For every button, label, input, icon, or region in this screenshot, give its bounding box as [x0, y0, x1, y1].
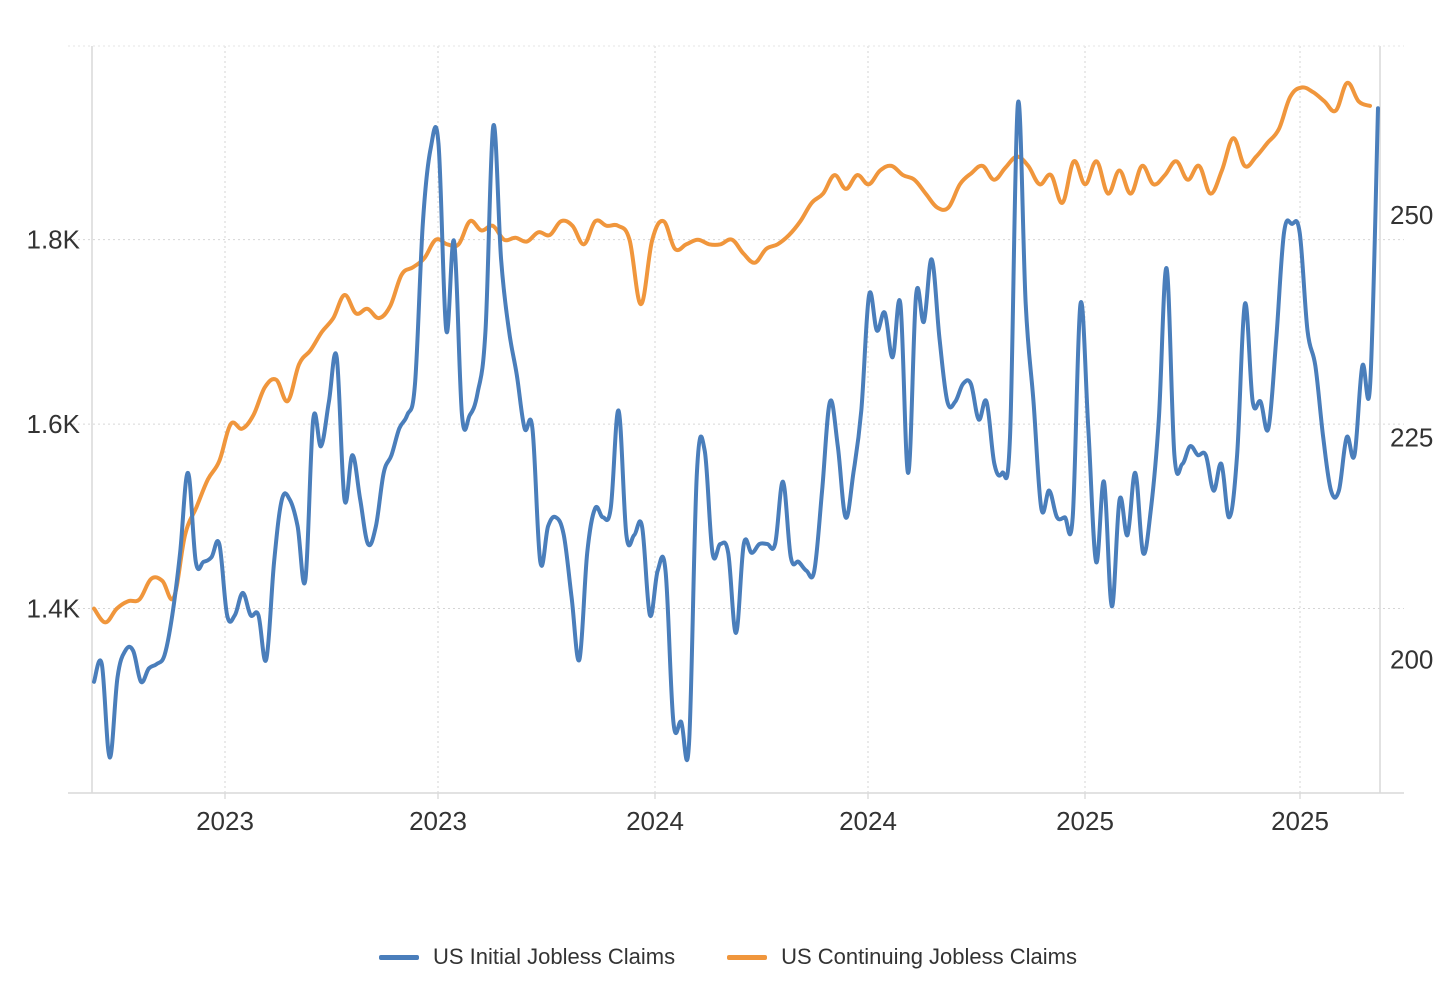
x-tick-label: 2024: [626, 806, 684, 836]
legend-swatch-continuing-claims: [727, 954, 768, 960]
legend-item-initial-claims[interactable]: US Initial Jobless Claims: [379, 944, 675, 970]
legend-item-continuing-claims[interactable]: US Continuing Jobless Claims: [727, 944, 1077, 970]
legend-label-initial-claims: US Initial Jobless Claims: [433, 944, 676, 969]
legend-swatch-initial-claims: [379, 954, 419, 960]
series-layer: [92, 80, 1380, 763]
y-right-tick-label: 225: [1390, 422, 1433, 452]
series-line-initial-claims[interactable]: [92, 99, 1380, 763]
grid-layer: [68, 46, 1404, 799]
series-line-continuing-claims[interactable]: [92, 80, 1372, 625]
y-right-tick-label: 250: [1390, 200, 1433, 230]
legend-label-continuing-claims: US Continuing Jobless Claims: [781, 944, 1077, 969]
x-tick-label: 2023: [196, 806, 254, 836]
y-left-tick-label: 1.6K: [27, 409, 81, 439]
axis-labels: 1.4K 1.6K 1.8K 200 225 250 2023 2023 2024 2024 202…: [27, 200, 1434, 836]
plot-frame: [68, 45, 1404, 794]
x-tick-label: 2024: [839, 806, 897, 836]
legend: US Initial Jobless Claims US Continuing …: [0, 944, 1456, 970]
x-tick-label: 2023: [409, 806, 467, 836]
x-tick-label: 2025: [1056, 806, 1114, 836]
y-left-tick-label: 1.4K: [27, 594, 81, 624]
x-tick-label: 2025: [1271, 806, 1329, 836]
y-left-tick-label: 1.8K: [27, 225, 81, 255]
y-right-tick-label: 200: [1390, 645, 1433, 675]
